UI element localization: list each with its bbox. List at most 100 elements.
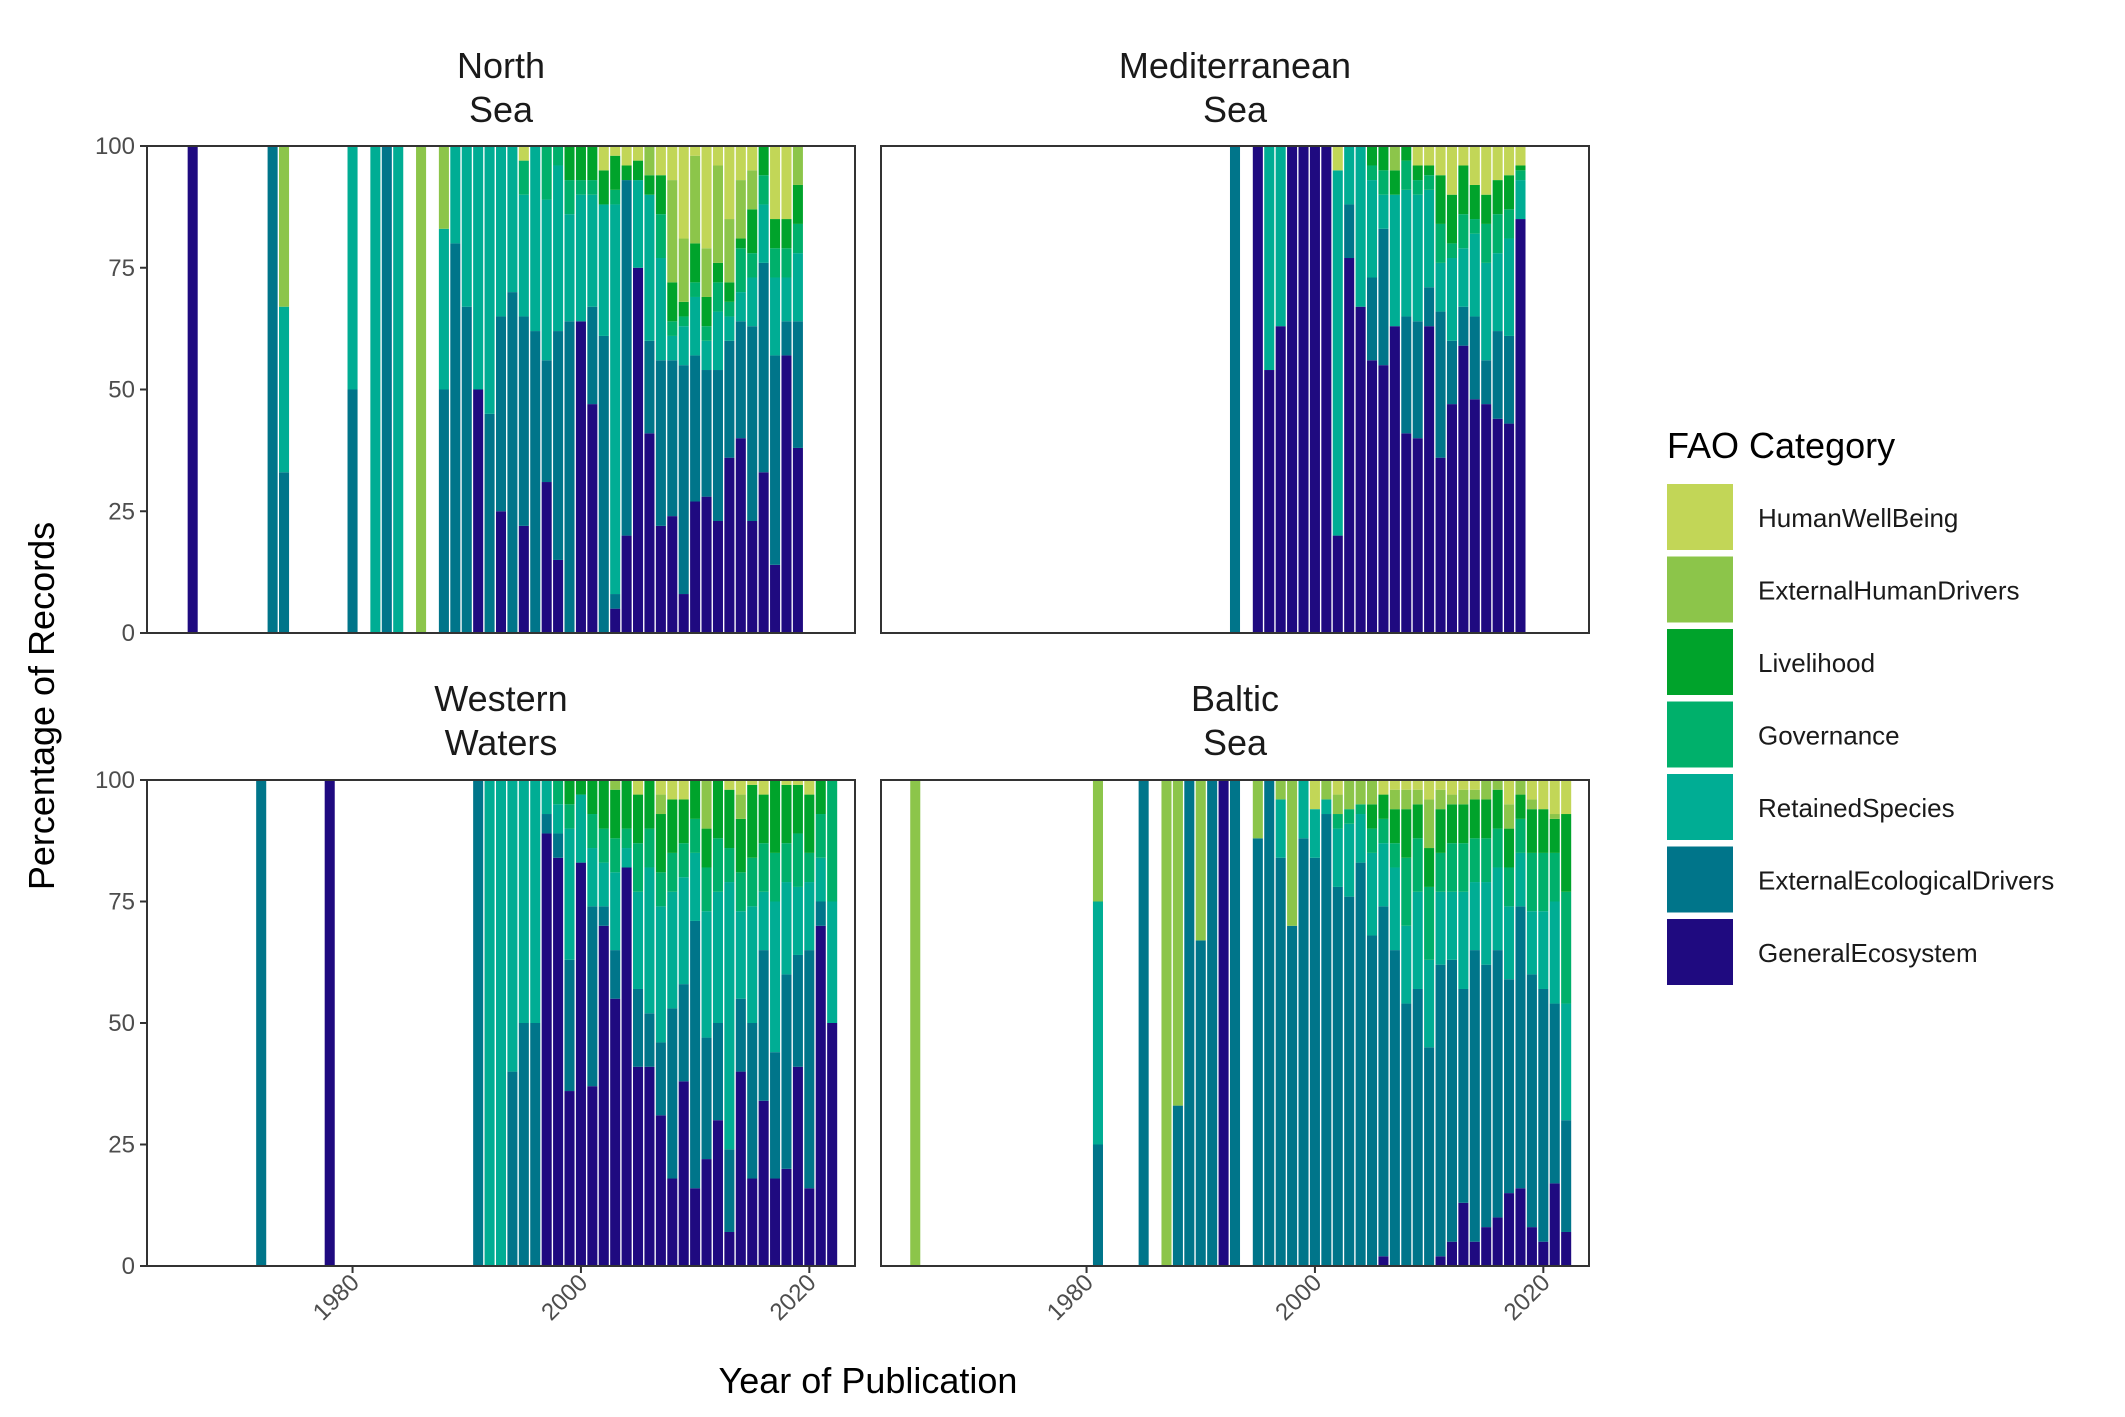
bar-segment-externalecologicaldrivers bbox=[747, 326, 758, 521]
bar-segment-externalecologicaldrivers bbox=[598, 335, 609, 633]
bar-segment-externalhumandrivers bbox=[1332, 794, 1343, 815]
bar-segment-externalecologicaldrivers bbox=[758, 950, 769, 1101]
bar-segment-generalecosystem bbox=[1492, 1217, 1503, 1266]
bar-segment-livelihood bbox=[690, 243, 701, 283]
x-axis-title: Year of Publication bbox=[719, 1360, 1018, 1401]
y-tick-label: 25 bbox=[108, 1132, 135, 1159]
bar-segment-governance bbox=[667, 321, 678, 336]
bar-segment-livelihood bbox=[1412, 804, 1423, 839]
bar-segment-livelihood bbox=[701, 296, 712, 327]
bar-segment-externalecologicaldrivers bbox=[1492, 950, 1503, 1218]
bar-segment-livelihood bbox=[747, 209, 758, 254]
bar-segment-humanwellbeing bbox=[1446, 780, 1457, 795]
bar-segment-externalecologicaldrivers bbox=[564, 959, 575, 1092]
bar-segment-externalecologicaldrivers bbox=[655, 1042, 666, 1116]
bar-segment-generalecosystem bbox=[1378, 1256, 1389, 1266]
legend-swatch-humanwellbeing bbox=[1667, 484, 1733, 550]
bar-segment-generalecosystem bbox=[747, 1178, 758, 1266]
bar-segment-externalhumandrivers bbox=[1287, 780, 1298, 926]
bar-segment-humanwellbeing bbox=[1401, 780, 1412, 790]
panel-title: Sea bbox=[1203, 722, 1268, 763]
bar-segment-livelihood bbox=[564, 780, 575, 805]
bar-segment-governance bbox=[553, 780, 564, 805]
bar-segment-externalecologicaldrivers bbox=[553, 331, 564, 560]
bar-segment-governance bbox=[1561, 891, 1572, 1004]
bar-segment-generalecosystem bbox=[655, 525, 666, 633]
y-tick-label: 0 bbox=[122, 1253, 135, 1280]
bar-segment-humanwellbeing bbox=[655, 146, 666, 176]
bar-segment-governance bbox=[621, 828, 632, 849]
bar-segment-externalecologicaldrivers bbox=[1184, 780, 1195, 1266]
bar-segment-externalecologicaldrivers bbox=[1412, 321, 1423, 439]
bar-segment-generalecosystem bbox=[770, 564, 781, 633]
bar-segment-livelihood bbox=[1561, 814, 1572, 892]
bar-segment-governance bbox=[1504, 867, 1515, 907]
bar-segment-humanwellbeing bbox=[633, 780, 644, 795]
bar-segment-governance bbox=[667, 852, 678, 892]
bar-segment-governance bbox=[804, 852, 815, 883]
bar-segment-externalecologicaldrivers bbox=[1309, 857, 1320, 1266]
bar-segment-governance bbox=[781, 843, 792, 883]
y-tick-label: 50 bbox=[108, 377, 135, 404]
bar-segment-externalecologicaldrivers bbox=[1172, 1105, 1183, 1266]
bar-segment-externalhumandrivers bbox=[1172, 780, 1183, 1106]
bar-segment-generalecosystem bbox=[1264, 370, 1275, 633]
bar-segment-governance bbox=[1435, 223, 1446, 263]
bar-segment-externalecologicaldrivers bbox=[1355, 862, 1366, 1266]
bar-segment-retainedspecies bbox=[712, 311, 723, 371]
bar-segment-governance bbox=[1378, 170, 1389, 195]
bar-segment-livelihood bbox=[1469, 184, 1480, 220]
bar-segment-generalecosystem bbox=[1515, 219, 1526, 634]
bar-segment-externalhumandrivers bbox=[655, 794, 666, 815]
panel-title: Sea bbox=[469, 89, 534, 130]
bar-segment-generalecosystem bbox=[1424, 326, 1435, 633]
bar-segment-livelihood bbox=[1469, 799, 1480, 839]
bar-segment-generalecosystem bbox=[644, 1066, 655, 1266]
y-tick-label: 0 bbox=[122, 620, 135, 647]
bar-segment-retainedspecies bbox=[1504, 906, 1515, 980]
panel-border bbox=[880, 779, 1590, 1267]
bar-segment-externalecologicaldrivers bbox=[724, 1149, 735, 1232]
bar-segment-retainedspecies bbox=[1355, 814, 1366, 863]
bar-segment-livelihood bbox=[815, 780, 826, 815]
bar-segment-generalecosystem bbox=[575, 862, 586, 1266]
bar-segment-governance bbox=[575, 180, 586, 195]
bar-segment-retainedspecies bbox=[1458, 891, 1469, 989]
bar-segment-retainedspecies bbox=[518, 780, 529, 1023]
bar-segment-generalecosystem bbox=[541, 482, 552, 633]
bar-segment-generalecosystem bbox=[667, 1178, 678, 1266]
bar-segment-generalecosystem bbox=[1458, 1202, 1469, 1266]
bar-segment-retainedspecies bbox=[507, 780, 518, 1072]
bar-segment-generalecosystem bbox=[1469, 399, 1480, 633]
bar-segment-externalecologicaldrivers bbox=[1229, 780, 1241, 1266]
bar-segment-generalecosystem bbox=[1435, 457, 1446, 633]
bar-segment-externalecologicaldrivers bbox=[1344, 896, 1355, 1266]
bar-segment-retainedspecies bbox=[633, 891, 644, 989]
bar-segment-generalecosystem bbox=[690, 1188, 701, 1266]
x-tick-label: 2000 bbox=[536, 1269, 593, 1326]
bar-segment-generalecosystem bbox=[804, 1188, 815, 1266]
bar-segment-externalecologicaldrivers bbox=[1504, 335, 1515, 424]
bar-segment-externalecologicaldrivers bbox=[279, 472, 290, 633]
bar-segment-externalecologicaldrivers bbox=[610, 594, 621, 609]
bar-segment-retainedspecies bbox=[792, 253, 803, 322]
bar-segment-humanwellbeing bbox=[735, 146, 746, 181]
bar-segment-externalhumandrivers bbox=[712, 165, 723, 263]
bar-segment-retainedspecies bbox=[827, 901, 838, 1023]
bar-segment-externalecologicaldrivers bbox=[1549, 1003, 1560, 1184]
bar-segment-governance bbox=[1481, 223, 1492, 263]
bar-segment-humanwellbeing bbox=[1435, 146, 1446, 176]
bar-segment-livelihood bbox=[1446, 194, 1457, 244]
bar-segment-generalecosystem bbox=[1218, 780, 1229, 1266]
bar-segment-governance bbox=[1469, 838, 1480, 883]
bar-segment-retainedspecies bbox=[484, 146, 495, 414]
bar-segment-governance bbox=[1412, 838, 1423, 892]
bar-segment-generalecosystem bbox=[553, 857, 564, 1266]
bar-segment-humanwellbeing bbox=[747, 780, 758, 785]
bar-segment-externalecologicaldrivers bbox=[461, 306, 472, 633]
bar-segment-externalecologicaldrivers bbox=[541, 814, 552, 834]
bar-segment-externalecologicaldrivers bbox=[678, 365, 689, 595]
bar-segment-retainedspecies bbox=[1275, 799, 1286, 858]
bar-segment-livelihood bbox=[1481, 799, 1492, 839]
bar-segment-externalecologicaldrivers bbox=[518, 1023, 529, 1266]
